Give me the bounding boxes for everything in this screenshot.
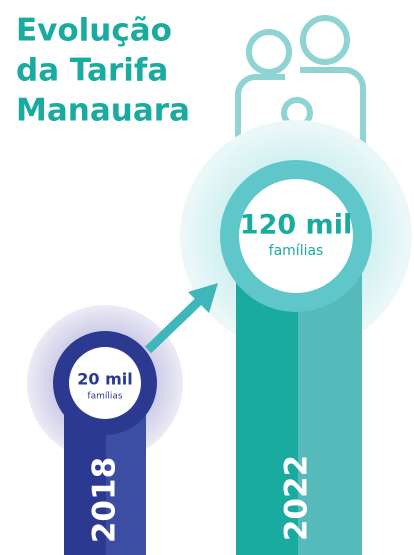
title-line: Manauara bbox=[16, 93, 190, 129]
title-line: da Tarifa bbox=[16, 53, 168, 89]
arrow-shaft bbox=[144, 296, 204, 354]
disc bbox=[239, 179, 353, 293]
amount: 20 mil bbox=[77, 370, 132, 389]
amount: 120 mil bbox=[240, 210, 352, 241]
unit: famílias bbox=[269, 243, 324, 259]
unit: famílias bbox=[87, 392, 122, 402]
disc bbox=[69, 347, 141, 419]
title-line: Evolução bbox=[16, 13, 172, 49]
arrow-head bbox=[188, 283, 218, 313]
year: 2022 bbox=[279, 455, 315, 541]
year: 2018 bbox=[87, 457, 123, 543]
